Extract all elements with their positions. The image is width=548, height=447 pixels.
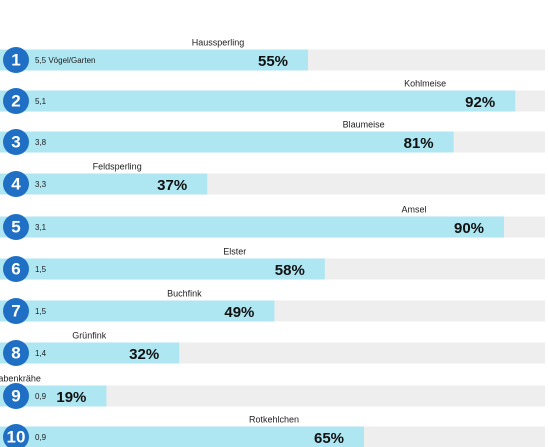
value-label: 90% [454,220,484,237]
bar [0,427,364,447]
bird-name: Blaumeise [343,119,385,129]
value-label: 65% [314,430,344,447]
rank-number: 6 [11,259,20,278]
value-label: 58% [275,262,305,279]
bird-name: Rotkehlchen [249,414,299,424]
bar [0,217,504,238]
bird-name: Grünfink [72,330,107,340]
garden-count: 3,8 [35,138,47,147]
rank-number: 10 [7,427,26,446]
bird-name: Buchfink [167,288,202,298]
chart: 1 5,5 Vögel/Garten Haussperling 55% 2 5,1 Kohl… [0,0,548,447]
value-label: 19% [56,389,86,406]
value-label: 49% [224,304,254,321]
rank-number: 2 [11,91,20,110]
bird-name: Feldsperling [93,161,142,171]
garden-count: 1,5 [35,307,47,316]
bird-name: Amsel [401,204,426,214]
value-label: 92% [465,94,495,111]
rank-number: 5 [11,217,20,236]
bird-name: Rabenkrähe [0,373,41,383]
garden-count: 5,1 [35,97,47,106]
rank-number: 8 [11,343,20,362]
rank-number: 4 [11,174,21,193]
value-label: 55% [258,53,288,70]
value-label: 32% [129,346,159,363]
garden-count: 0,9 [35,392,47,401]
garden-count: 3,1 [35,223,47,232]
bird-name: Haussperling [192,37,245,47]
bar [0,91,515,112]
garden-count: 3,3 [35,180,47,189]
garden-count: 1,5 [35,265,47,274]
bird-name: Elster [223,246,246,256]
rank-number: 3 [11,132,20,151]
bar [0,132,454,153]
garden-count: 1,4 [35,349,47,358]
garden-count: 5,5 Vögel/Garten [35,56,95,65]
rank-number: 7 [11,301,20,320]
garden-count: 0,9 [35,433,47,442]
value-label: 81% [404,135,434,152]
bird-name: Kohlmeise [404,78,446,88]
value-label: 37% [157,177,187,194]
rank-number: 1 [11,50,20,69]
rank-number: 9 [11,386,20,405]
